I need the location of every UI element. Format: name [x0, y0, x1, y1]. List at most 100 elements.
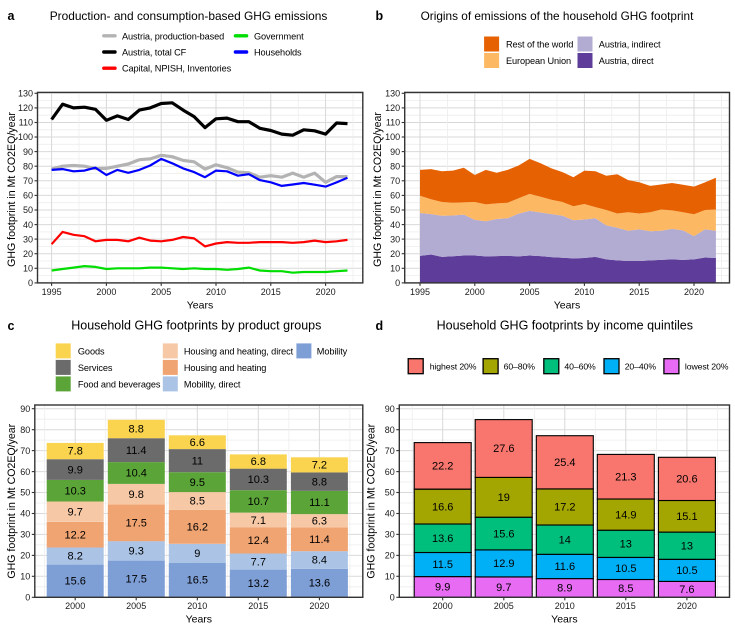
svg-text:10: 10: [390, 264, 400, 274]
svg-text:8.5: 8.5: [190, 496, 205, 508]
svg-text:17.2: 17.2: [554, 502, 575, 514]
svg-text:11: 11: [192, 455, 203, 467]
svg-text:90: 90: [390, 147, 400, 157]
svg-text:10: 10: [20, 572, 30, 582]
svg-text:Food and beverages: Food and beverages: [78, 379, 161, 389]
svg-text:40–60%: 40–60%: [564, 362, 596, 372]
svg-text:17.5: 17.5: [125, 574, 146, 586]
svg-text:10: 10: [23, 264, 33, 274]
svg-text:6.6: 6.6: [190, 437, 205, 449]
svg-text:10.4: 10.4: [125, 468, 146, 480]
svg-text:14: 14: [559, 534, 571, 546]
svg-text:21.3: 21.3: [615, 471, 636, 483]
svg-text:2000: 2000: [433, 601, 453, 611]
svg-text:7.8: 7.8: [68, 446, 83, 458]
svg-text:30: 30: [20, 530, 30, 540]
svg-text:30: 30: [385, 530, 395, 540]
svg-text:120: 120: [385, 103, 400, 113]
svg-text:19: 19: [498, 492, 510, 504]
svg-text:2010: 2010: [206, 287, 226, 297]
svg-text:European Union: European Union: [506, 56, 571, 66]
svg-text:9.7: 9.7: [496, 582, 511, 594]
svg-text:60: 60: [390, 191, 400, 201]
svg-text:7.6: 7.6: [679, 584, 694, 596]
svg-text:a: a: [8, 9, 16, 23]
svg-text:60: 60: [23, 191, 33, 201]
svg-text:Austria, indirect: Austria, indirect: [599, 40, 661, 50]
svg-text:Households: Households: [254, 48, 302, 58]
svg-text:2010: 2010: [187, 601, 207, 611]
svg-text:15.6: 15.6: [64, 576, 85, 588]
svg-text:9.5: 9.5: [190, 477, 205, 489]
svg-text:Rest of the world: Rest of the world: [506, 40, 573, 50]
svg-text:lowest 20%: lowest 20%: [685, 362, 729, 372]
svg-text:130: 130: [385, 89, 400, 99]
svg-text:Years: Years: [186, 614, 212, 626]
svg-text:60: 60: [20, 467, 30, 477]
svg-text:GHG footprint in Mt CO2EQ/year: GHG footprint in Mt CO2EQ/year: [372, 112, 384, 267]
svg-text:16.6: 16.6: [432, 501, 453, 513]
svg-text:16.2: 16.2: [187, 522, 208, 534]
svg-text:Austria, direct: Austria, direct: [599, 56, 654, 66]
svg-text:15.6: 15.6: [493, 528, 514, 540]
svg-text:8.5: 8.5: [618, 583, 633, 595]
svg-text:2015: 2015: [629, 287, 649, 297]
svg-text:2015: 2015: [616, 601, 636, 611]
svg-text:Housing and heating: Housing and heating: [184, 363, 266, 373]
svg-text:80: 80: [20, 425, 30, 435]
svg-text:50: 50: [20, 488, 30, 498]
svg-text:14.9: 14.9: [615, 509, 636, 521]
svg-text:9: 9: [194, 548, 200, 560]
svg-text:0: 0: [395, 278, 400, 288]
svg-text:2020: 2020: [677, 601, 697, 611]
svg-text:0: 0: [28, 278, 33, 288]
svg-text:Years: Years: [187, 300, 213, 312]
svg-text:130: 130: [18, 89, 33, 99]
svg-text:120: 120: [18, 103, 33, 113]
svg-text:60–80%: 60–80%: [504, 362, 536, 372]
svg-text:Household GHG footprints by pr: Household GHG footprints by product grou…: [71, 319, 321, 333]
svg-text:40: 40: [23, 220, 33, 230]
svg-text:22.2: 22.2: [432, 461, 453, 473]
svg-text:13.6: 13.6: [309, 578, 330, 590]
svg-text:12.2: 12.2: [64, 529, 85, 541]
svg-text:9.9: 9.9: [68, 464, 83, 476]
svg-text:16.5: 16.5: [187, 575, 208, 587]
svg-text:8.8: 8.8: [312, 476, 327, 488]
svg-text:Mobility, direct: Mobility, direct: [184, 379, 241, 389]
svg-text:15.1: 15.1: [676, 511, 697, 523]
svg-text:2020: 2020: [309, 601, 329, 611]
svg-text:2020: 2020: [684, 287, 704, 297]
svg-text:13: 13: [620, 539, 632, 551]
svg-text:110: 110: [19, 118, 33, 128]
svg-text:Austria, total CF: Austria, total CF: [122, 48, 187, 58]
svg-text:0: 0: [390, 593, 395, 603]
svg-text:Goods: Goods: [78, 346, 105, 356]
svg-text:8.4: 8.4: [312, 555, 327, 567]
svg-text:Production- and consumption-ba: Production- and consumption-based GHG em…: [50, 9, 328, 23]
svg-text:110: 110: [386, 118, 400, 128]
svg-text:GHG footprint in Mt CO2EQ/year: GHG footprint in Mt CO2EQ/year: [6, 423, 18, 578]
svg-text:Capital, NPISH, Inventories: Capital, NPISH, Inventories: [122, 64, 232, 74]
svg-text:20.6: 20.6: [676, 474, 697, 486]
svg-text:2005: 2005: [494, 601, 514, 611]
svg-text:17.5: 17.5: [125, 518, 146, 530]
svg-text:highest 20%: highest 20%: [430, 362, 477, 372]
svg-text:13.2: 13.2: [248, 578, 269, 590]
svg-text:6.3: 6.3: [312, 515, 327, 527]
svg-text:8.2: 8.2: [68, 551, 83, 563]
svg-text:50: 50: [390, 205, 400, 215]
svg-text:c: c: [8, 319, 15, 333]
svg-text:Years: Years: [551, 614, 577, 626]
svg-text:50: 50: [385, 488, 395, 498]
svg-text:40: 40: [390, 220, 400, 230]
svg-text:13: 13: [681, 540, 693, 552]
svg-text:9.7: 9.7: [68, 506, 83, 518]
svg-text:Housing and heating, direct: Housing and heating, direct: [184, 346, 294, 356]
svg-text:90: 90: [385, 404, 395, 414]
svg-text:9.8: 9.8: [129, 489, 144, 501]
svg-text:10.5: 10.5: [676, 565, 697, 577]
svg-text:100: 100: [18, 132, 33, 142]
svg-text:11.5: 11.5: [432, 559, 453, 571]
svg-text:11.4: 11.4: [309, 534, 330, 546]
